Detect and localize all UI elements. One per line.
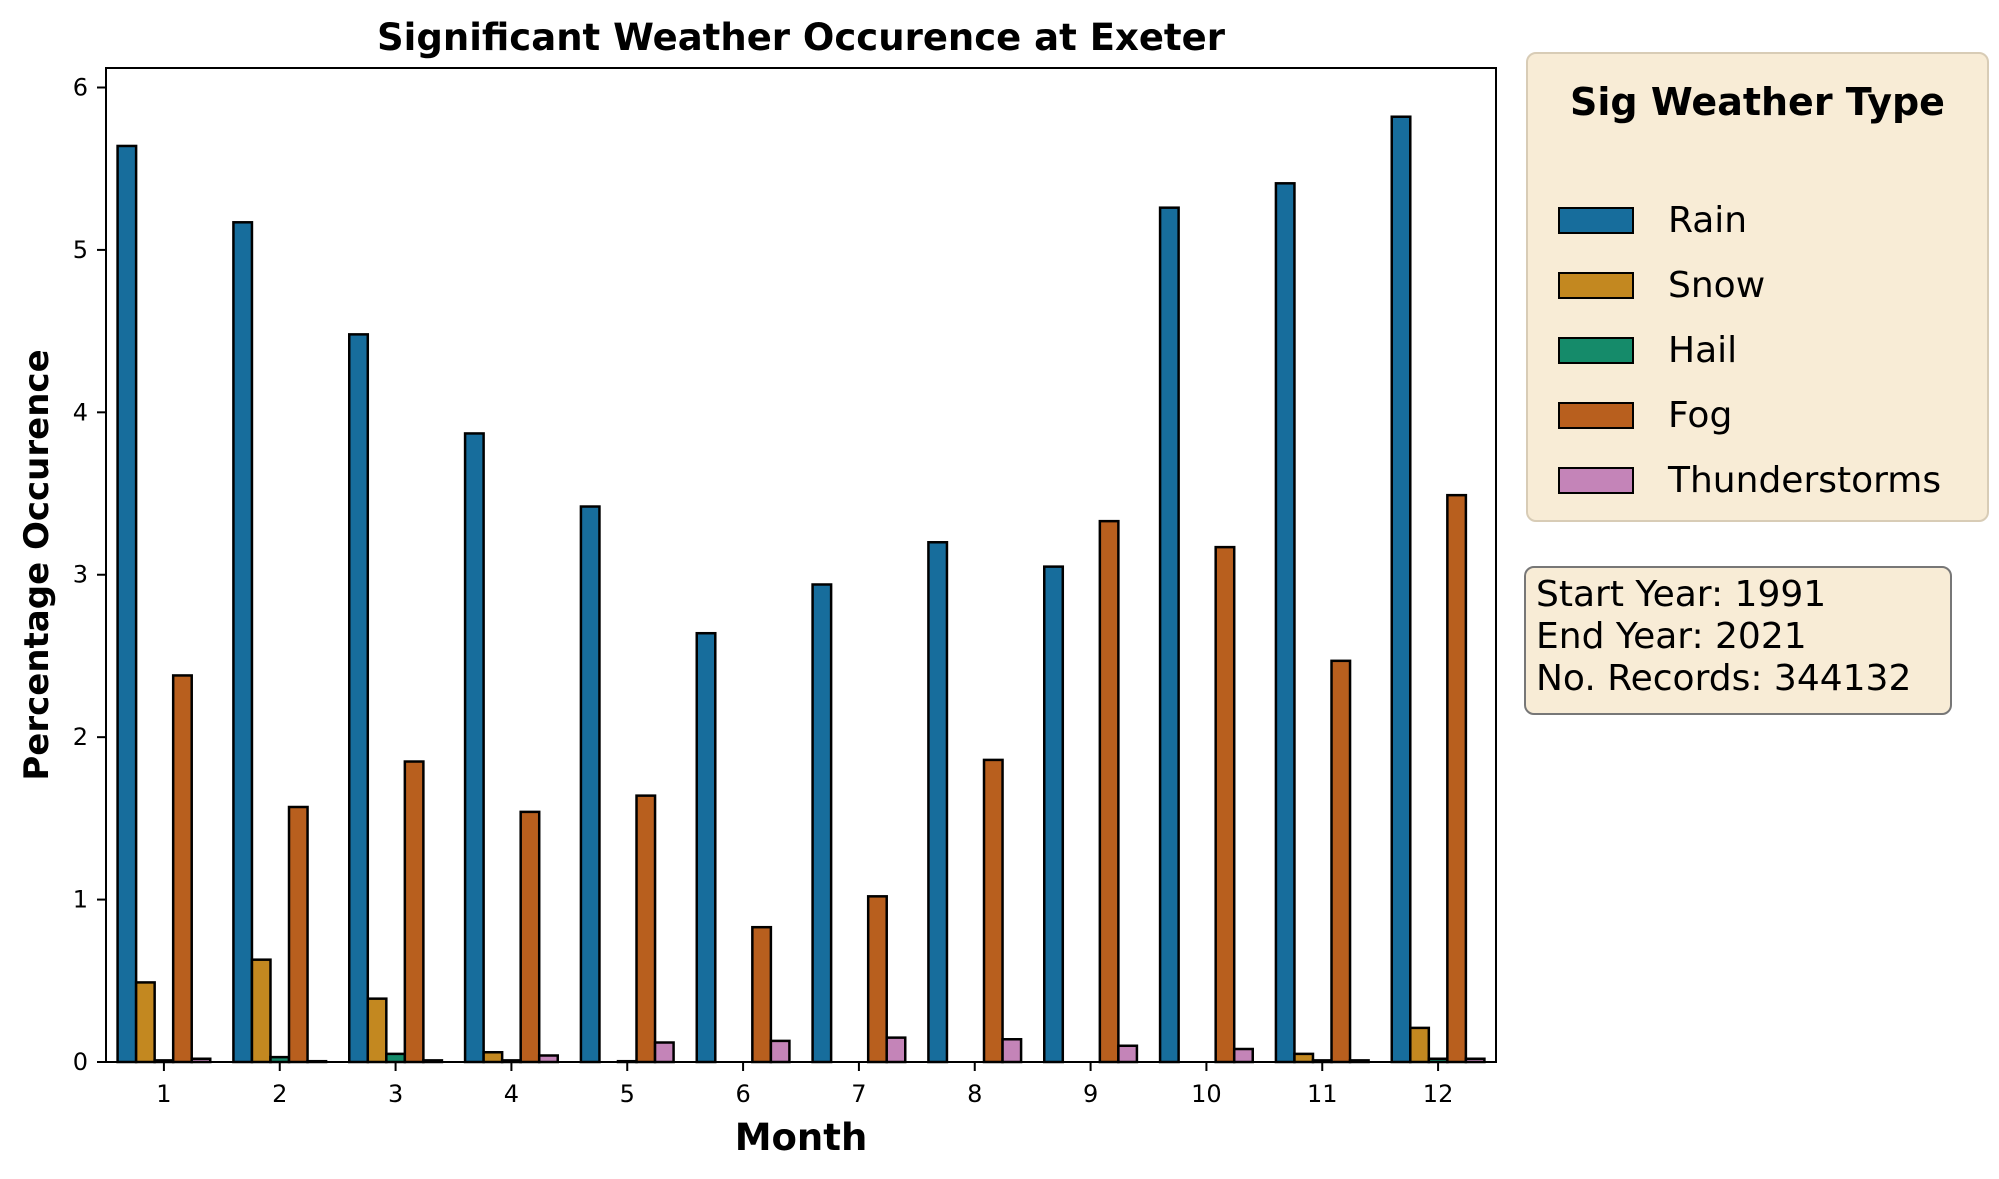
bar-rain-7 [811, 583, 833, 1064]
legend-label: Rain [1668, 199, 1748, 241]
x-tick-label: 1 [156, 1080, 171, 1108]
bar-thunderstorms-5 [653, 1041, 675, 1064]
legend-swatch [1558, 466, 1634, 494]
x-tick-label: 5 [620, 1080, 635, 1108]
bar-hail-3 [385, 1052, 407, 1064]
legend-item-fog: Fog [1558, 394, 1733, 436]
bar-fog-8 [982, 758, 1004, 1064]
bar-rain-6 [695, 631, 717, 1064]
y-tick-label: 0 [73, 1048, 88, 1076]
x-tick-label: 2 [272, 1080, 287, 1108]
bar-fog-9 [1098, 519, 1120, 1064]
bar-fog-10 [1214, 545, 1236, 1064]
bar-thunderstorms-7 [885, 1036, 907, 1064]
legend-title: Sig Weather Type [1570, 80, 1945, 124]
y-tick-label: 1 [73, 886, 88, 914]
bar-rain-10 [1158, 206, 1180, 1064]
chart-title: Significant Weather Occurence at Exeter [377, 16, 1226, 59]
bar-rain-11 [1274, 182, 1296, 1064]
legend-swatch [1558, 401, 1634, 429]
bar-rain-2 [232, 221, 254, 1064]
legend-label: Thunderstorms [1668, 459, 1942, 501]
x-tick-label: 10 [1191, 1080, 1222, 1108]
bar-rain-8 [927, 541, 949, 1064]
legend-label: Hail [1668, 329, 1738, 371]
bar-fog-2 [287, 805, 309, 1064]
bar-snow-1 [134, 981, 156, 1064]
bar-rain-4 [463, 432, 485, 1064]
bar-snow-3 [366, 997, 388, 1064]
y-tick-label: 3 [73, 561, 88, 589]
legend-label: Fog [1668, 394, 1733, 436]
bar-rain-9 [1043, 565, 1065, 1064]
legend-item-hail: Hail [1558, 329, 1738, 371]
start-year: Start Year: 1991 [1536, 574, 1827, 615]
y-tick-label: 5 [73, 236, 88, 264]
bar-fog-6 [751, 925, 773, 1064]
bar-rain-5 [579, 505, 601, 1064]
y-tick-label: 6 [73, 73, 88, 101]
bar-snow-2 [250, 958, 272, 1064]
bar-fog-12 [1446, 493, 1468, 1064]
bar-fog-11 [1330, 659, 1352, 1064]
bar-thunderstorms-10 [1232, 1047, 1255, 1064]
x-tick-label: 6 [735, 1080, 750, 1108]
x-tick-label: 8 [967, 1080, 982, 1108]
bar-fog-4 [519, 810, 541, 1064]
x-tick-label: 3 [388, 1080, 403, 1108]
legend-item-rain: Rain [1558, 199, 1748, 241]
bar-fog-3 [403, 760, 425, 1064]
bar-thunderstorms-8 [1001, 1038, 1023, 1064]
bar-snow-12 [1409, 1026, 1431, 1064]
x-tick-label: 11 [1307, 1080, 1338, 1108]
x-tick-label: 9 [1083, 1080, 1098, 1108]
plot-frame [105, 67, 1497, 1063]
record-count: No. Records: 344132 [1536, 658, 1912, 699]
legend-swatch [1558, 271, 1634, 299]
bar-thunderstorms-9 [1117, 1044, 1139, 1064]
bar-thunderstorms-6 [769, 1039, 791, 1064]
legend-swatch [1558, 206, 1634, 234]
info-box: Start Year: 1991 End Year: 2021 No. Reco… [1524, 566, 1952, 715]
legend-swatch [1558, 336, 1634, 364]
legend: Sig Weather Type Rain Snow Hail Fog Thunders… [1526, 52, 1989, 522]
x-axis-label: Month [735, 1116, 868, 1159]
bar-rain-12 [1390, 115, 1412, 1064]
x-tick-label: 7 [851, 1080, 866, 1108]
legend-item-snow: Snow [1558, 264, 1766, 306]
bar-snow-4 [482, 1051, 504, 1064]
end-year: End Year: 2021 [1536, 616, 1807, 657]
y-tick-label: 4 [73, 398, 88, 426]
bar-rain-3 [348, 333, 370, 1064]
bar-fog-5 [635, 794, 657, 1064]
bar-fog-1 [171, 674, 193, 1064]
bar-snow-11 [1293, 1052, 1315, 1064]
bar-fog-7 [866, 895, 888, 1064]
y-tick-label: 2 [73, 723, 88, 751]
bar-rain-1 [116, 144, 138, 1064]
x-tick-label: 12 [1423, 1080, 1454, 1108]
legend-item-thunderstorms: Thunderstorms [1558, 459, 1942, 501]
x-tick-label: 4 [504, 1080, 519, 1108]
legend-label: Snow [1668, 264, 1766, 306]
y-axis-label: Percentage Occurence [17, 349, 57, 780]
